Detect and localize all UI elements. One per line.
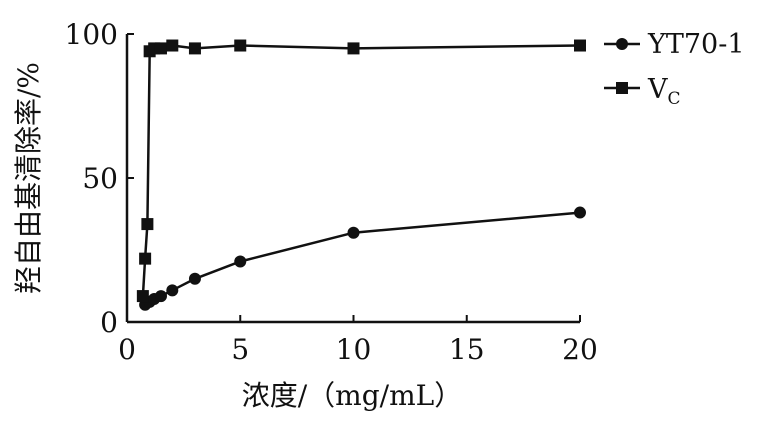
x-tick-label: 20: [562, 333, 598, 366]
y-axis-label: 羟自由基清除率/%: [12, 62, 45, 294]
y-tick-label: 100: [65, 18, 118, 51]
legend-item-yt70-1: YT70-1: [604, 29, 745, 60]
data-point-yt70-1: [154, 290, 167, 303]
x-axis-label: 浓度/（mg/mL）: [242, 379, 463, 412]
legend: YT70-1 VC: [604, 29, 745, 109]
legend-label-vc: VC: [647, 74, 681, 109]
x-tick-label: 5: [231, 333, 249, 366]
y-ticks: 0 50 100: [65, 18, 134, 339]
legend-label-yt70-1: YT70-1: [647, 29, 745, 60]
x-ticks: 0 5 10 15 20: [118, 315, 598, 366]
data-point-yt70-1: [347, 226, 360, 239]
data-point-yt70-1: [574, 206, 586, 219]
data-point-vc: [139, 252, 152, 265]
legend-label-vc-sub: C: [668, 89, 681, 109]
x-tick-label: 15: [449, 333, 485, 366]
legend-label-vc-main: V: [647, 74, 668, 105]
data-point-vc: [141, 218, 154, 231]
series-line-yt70-1: [144, 211, 581, 306]
data-point-yt70-1: [234, 255, 247, 268]
y-tick-label: 50: [82, 162, 118, 195]
data-point-vc: [234, 39, 247, 52]
legend-marker-square: [616, 82, 628, 94]
data-point-vc: [166, 39, 179, 52]
data-point-vc: [136, 290, 149, 303]
data-point-yt70-1: [188, 272, 201, 285]
legend-marker-circle: [616, 38, 628, 50]
data-point-yt70-1: [166, 284, 179, 297]
x-tick-label: 10: [336, 333, 372, 366]
legend-item-vc: VC: [604, 74, 681, 109]
data-point-vc: [347, 42, 360, 55]
data-point-vc: [574, 39, 586, 52]
series-layer: [136, 39, 586, 311]
series-line-vc: [141, 44, 581, 297]
data-point-vc: [154, 42, 167, 55]
y-tick-label: 0: [100, 306, 118, 339]
data-point-vc: [188, 42, 201, 55]
x-tick-label: 0: [118, 333, 136, 366]
